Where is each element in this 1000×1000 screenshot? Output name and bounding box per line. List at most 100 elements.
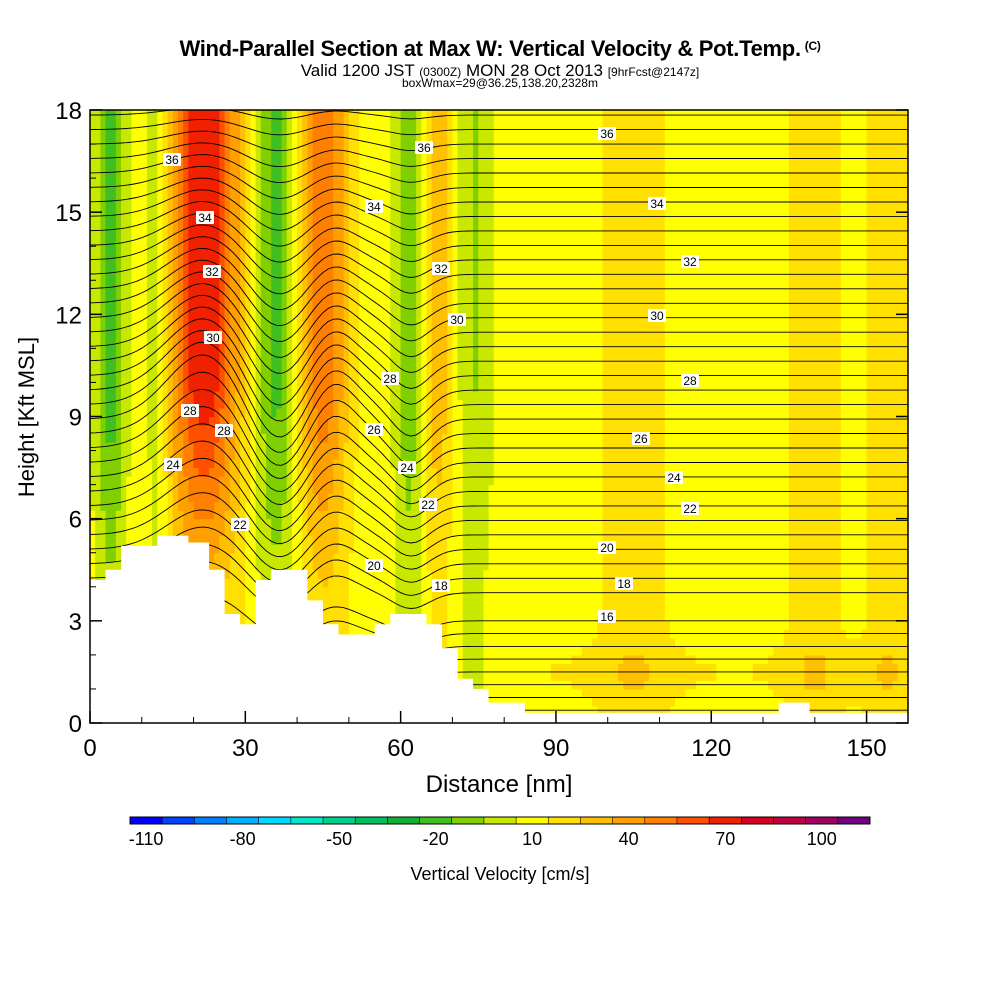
field-cell bbox=[405, 135, 412, 145]
field-cell bbox=[364, 407, 371, 418]
field-cell bbox=[219, 127, 226, 137]
field-cell bbox=[193, 144, 200, 154]
field-cell bbox=[266, 476, 272, 486]
field-cell bbox=[167, 169, 174, 179]
field-cell bbox=[240, 501, 246, 511]
field-cell bbox=[172, 442, 179, 452]
field-cell bbox=[302, 297, 309, 307]
field-cell bbox=[90, 178, 96, 188]
field-cell bbox=[348, 110, 355, 120]
field-cell bbox=[312, 425, 319, 435]
field-cell bbox=[281, 297, 288, 307]
field-cell bbox=[405, 237, 412, 247]
field-cell bbox=[348, 314, 355, 324]
field-cell bbox=[359, 297, 365, 307]
field-cell bbox=[260, 425, 267, 435]
field-cell bbox=[95, 425, 101, 435]
field-cell bbox=[421, 356, 428, 367]
field-cell bbox=[333, 501, 340, 511]
field-cell bbox=[302, 203, 309, 213]
field-cell bbox=[209, 229, 215, 239]
field-cell bbox=[369, 442, 376, 452]
field-cell bbox=[95, 169, 101, 179]
field-cell bbox=[328, 442, 334, 452]
field-cell bbox=[229, 407, 236, 418]
field-cell bbox=[297, 561, 303, 571]
field-cell bbox=[364, 314, 371, 324]
field-cell bbox=[250, 178, 257, 188]
field-cell bbox=[369, 220, 376, 230]
field-cell bbox=[157, 322, 164, 332]
field-cell bbox=[183, 246, 189, 256]
field-cell bbox=[240, 476, 246, 486]
field-cell bbox=[141, 212, 148, 222]
field-cell bbox=[90, 433, 96, 443]
field-cell bbox=[131, 144, 138, 154]
field-cell bbox=[152, 476, 158, 486]
field-cell bbox=[307, 178, 314, 188]
field-cell bbox=[322, 476, 329, 486]
field-cell bbox=[390, 110, 397, 120]
field-cell bbox=[286, 390, 293, 401]
field-cell bbox=[364, 161, 371, 171]
field-cell bbox=[266, 339, 272, 349]
field-cell bbox=[291, 288, 298, 298]
field-cell bbox=[219, 161, 226, 171]
field-cell bbox=[338, 450, 345, 460]
field-cell bbox=[410, 382, 417, 392]
field-cell bbox=[364, 399, 371, 409]
field-cell bbox=[307, 459, 314, 469]
field-cell bbox=[354, 476, 360, 486]
field-cell bbox=[183, 527, 189, 537]
field-cell bbox=[322, 578, 329, 588]
field-cell bbox=[234, 476, 241, 486]
field-cell bbox=[105, 161, 112, 171]
field-cell bbox=[105, 467, 112, 477]
field-cell bbox=[90, 331, 96, 341]
field-cell bbox=[333, 518, 340, 528]
field-cell bbox=[266, 127, 272, 137]
field-cell bbox=[126, 476, 133, 486]
field-cell bbox=[359, 476, 365, 486]
field-cell bbox=[209, 169, 215, 179]
field-cell bbox=[322, 433, 329, 443]
field-cell bbox=[348, 373, 355, 384]
field-cell bbox=[343, 373, 350, 384]
field-cell bbox=[354, 467, 360, 477]
field-cell bbox=[390, 595, 397, 605]
field-cell bbox=[141, 459, 148, 469]
field-cell bbox=[271, 135, 277, 145]
field-cell bbox=[152, 229, 158, 239]
field-cell bbox=[121, 212, 127, 222]
field-cell bbox=[250, 220, 257, 230]
field-cell bbox=[333, 127, 340, 137]
field-cell bbox=[146, 305, 153, 315]
field-cell bbox=[136, 203, 143, 213]
field-cell bbox=[245, 203, 252, 213]
field-cell bbox=[343, 476, 350, 486]
field-cell bbox=[302, 144, 309, 154]
field-cell bbox=[276, 501, 283, 511]
field-cell bbox=[121, 220, 127, 230]
field-cell bbox=[369, 510, 376, 520]
field-cell bbox=[307, 442, 314, 452]
field-cell bbox=[410, 442, 417, 452]
field-cell bbox=[286, 501, 293, 511]
field-cell bbox=[136, 254, 143, 264]
field-cell bbox=[255, 527, 262, 537]
field-cell bbox=[312, 254, 319, 264]
field-cell bbox=[281, 544, 288, 554]
field-cell bbox=[126, 331, 133, 341]
field-cell bbox=[162, 467, 169, 477]
field-cell bbox=[297, 229, 303, 239]
field-cell bbox=[172, 195, 179, 205]
field-cell bbox=[126, 348, 133, 358]
field-cell bbox=[146, 271, 153, 281]
field-cell bbox=[436, 535, 443, 545]
field-cell bbox=[436, 331, 443, 341]
field-cell bbox=[224, 254, 231, 264]
field-cell bbox=[369, 135, 376, 145]
field-cell bbox=[260, 110, 267, 120]
field-cell bbox=[167, 450, 174, 460]
field-cell bbox=[203, 382, 210, 392]
